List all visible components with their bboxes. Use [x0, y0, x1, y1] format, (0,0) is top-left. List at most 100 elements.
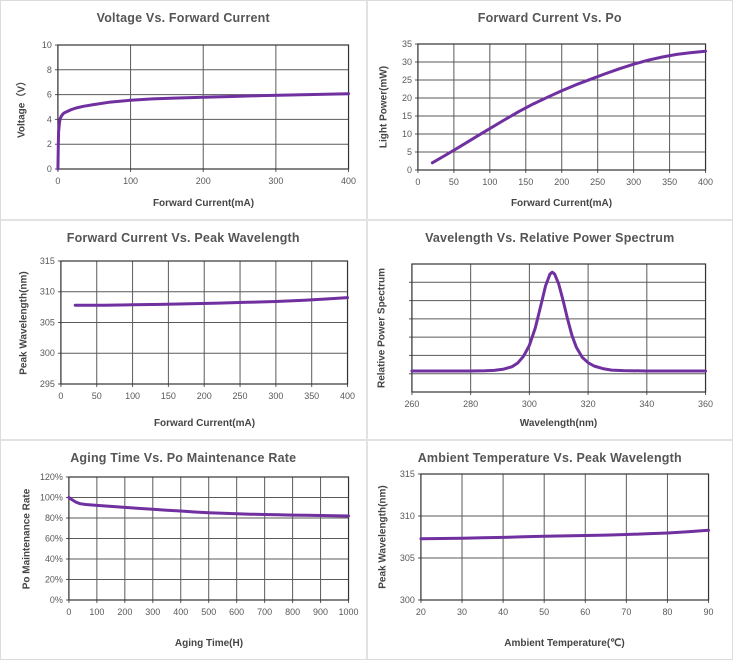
chart-panel-aging-time-vs-po-maintenance-rate: Aging Time Vs. Po Maintenance Rate Po Ma… — [1, 441, 366, 659]
plot-border — [57, 44, 350, 170]
plot-border — [410, 263, 706, 393]
chart-title: Voltage Vs. Forward Current — [96, 11, 270, 25]
x-tick-label: 400 — [341, 176, 356, 186]
x-tick-label: 80 — [662, 607, 672, 617]
data-curve — [73, 296, 350, 307]
x-tick-labels: 0 50 100 150 200 250 300 350 400 — [415, 177, 713, 187]
x-axis-label: Forward Current(mA) — [152, 198, 255, 209]
data-curve — [67, 496, 351, 518]
x-tick-label: 500 — [201, 607, 216, 617]
y-tick-label: 315 — [399, 469, 414, 479]
y-tick-label: 0 — [406, 165, 411, 175]
y-tick-label: 100% — [40, 492, 63, 502]
data-curve — [430, 49, 707, 165]
y-tick-label: 305 — [399, 553, 414, 563]
x-axis-label: Aging Time(H) — [174, 638, 244, 649]
y-tick-label: 300 — [40, 348, 55, 358]
x-tick-label: 200 — [554, 177, 569, 187]
data-curve — [409, 270, 707, 373]
chart-plot-area: 260 280 300 320 340 360 — [404, 263, 713, 409]
chart-plot-area: 295 300 305 310 315 0 50 100 150 200 250 300 350 400 — [40, 256, 355, 401]
x-tick-label: 100 — [125, 391, 140, 401]
chart-panel-voltage-vs-forward-current: Voltage Vs. Forward Current Voltage（V） 0… — [1, 1, 366, 219]
x-tick-label: 40 — [498, 607, 508, 617]
x-tick-label: 300 — [521, 399, 536, 409]
x-tick-label: 280 — [463, 399, 478, 409]
y-tick-label: 60% — [45, 533, 63, 543]
chart-panel-wavelength-vs-relative-power-spectrum: Vavelength Vs. Relative Power Spectrum R… — [367, 221, 732, 439]
chart-title: Forward Current Vs. Peak Wavelength — [66, 231, 300, 245]
x-tick-labels: 260 280 300 320 340 360 — [404, 399, 713, 409]
x-tick-label: 100 — [89, 607, 104, 617]
gridlines — [65, 476, 350, 603]
chart-panel-forward-current-vs-po: Forward Current Vs. Po Light Power(mW) 0… — [367, 1, 732, 219]
x-tick-label: 50 — [539, 607, 549, 617]
y-tick-label: 300 — [399, 595, 414, 605]
x-tick-label: 150 — [518, 177, 533, 187]
chart-panel-forward-current-vs-peak-wavelength: Forward Current Vs. Peak Wavelength Peak… — [1, 221, 366, 439]
y-tick-labels: 0 5 10 15 20 25 30 35 — [401, 39, 411, 175]
plot-border — [419, 473, 709, 601]
x-tick-label: 200 — [117, 607, 132, 617]
x-tick-label: 150 — [161, 391, 176, 401]
x-axis-label: Forward Current(mA) — [153, 418, 256, 429]
x-tick-label: 250 — [233, 391, 248, 401]
x-tick-label: 300 — [268, 391, 283, 401]
data-curve — [418, 528, 710, 541]
plot-border — [416, 43, 706, 171]
x-tick-label: 100 — [123, 176, 138, 186]
x-tick-label: 20 — [415, 607, 425, 617]
y-tick-label: 315 — [40, 256, 55, 266]
gridlines — [57, 260, 349, 387]
data-curve — [56, 92, 351, 171]
y-tick-label: 4 — [47, 114, 52, 124]
y-tick-label: 6 — [47, 90, 52, 100]
x-tick-label: 90 — [703, 607, 713, 617]
x-tick-labels: 0 100 200 300 400 500 600 700 800 900 1000 — [66, 607, 358, 617]
x-tick-label: 0 — [415, 177, 420, 187]
plot-border — [68, 476, 350, 601]
x-tick-label: 0 — [66, 607, 71, 617]
y-tick-label: 40% — [45, 554, 63, 564]
x-tick-label: 100 — [482, 177, 497, 187]
x-tick-label: 600 — [229, 607, 244, 617]
y-tick-labels: 0% 20% 40% 60% 80% 100% 120% — [40, 472, 63, 605]
y-tick-label: 8 — [47, 65, 52, 75]
y-tick-label: 0% — [50, 595, 63, 605]
x-tick-label: 400 — [698, 177, 713, 187]
x-tick-label: 50 — [448, 177, 458, 187]
y-tick-label: 10 — [401, 129, 411, 139]
y-tick-label: 20 — [401, 93, 411, 103]
chart-plot-area: 300 305 310 315 20 30 40 50 60 70 80 90 — [399, 469, 713, 617]
chart-title: Vavelength Vs. Relative Power Spectrum — [425, 231, 675, 245]
x-tick-labels: 0 100 200 300 400 — [55, 176, 356, 186]
y-tick-labels: 295 300 305 310 315 — [40, 256, 55, 389]
x-tick-label: 70 — [621, 607, 631, 617]
chart-panel-ambient-temperature-vs-peak-wavelength: Ambient Temperature Vs. Peak Wavelength … — [367, 441, 732, 659]
x-tick-label: 200 — [197, 391, 212, 401]
plot-border — [60, 260, 349, 385]
x-tick-label: 300 — [145, 607, 160, 617]
x-tick-label: 260 — [404, 399, 419, 409]
x-tick-label: 400 — [173, 607, 188, 617]
gridlines — [54, 44, 350, 172]
x-tick-label: 0 — [55, 176, 60, 186]
y-tick-label: 10 — [42, 40, 52, 50]
y-tick-label: 305 — [40, 317, 55, 327]
y-tick-label: 310 — [399, 511, 414, 521]
x-tick-labels: 0 50 100 150 200 250 300 350 400 — [58, 391, 355, 401]
y-tick-label: 5 — [406, 147, 411, 157]
x-tick-label: 250 — [590, 177, 605, 187]
x-tick-label: 360 — [698, 399, 713, 409]
chart-plot-area: 0% 20% 40% 60% 80% 100% 120% 0 100 200 300 400 500 60… — [40, 472, 359, 617]
y-tick-label: 2 — [47, 139, 52, 149]
x-tick-label: 60 — [580, 607, 590, 617]
x-tick-label: 900 — [313, 607, 328, 617]
x-tick-label: 200 — [196, 176, 211, 186]
x-tick-label: 50 — [92, 391, 102, 401]
y-tick-label: 15 — [401, 111, 411, 121]
x-tick-label: 700 — [257, 607, 272, 617]
y-tick-label: 120% — [40, 472, 63, 482]
y-tick-label: 295 — [40, 379, 55, 389]
